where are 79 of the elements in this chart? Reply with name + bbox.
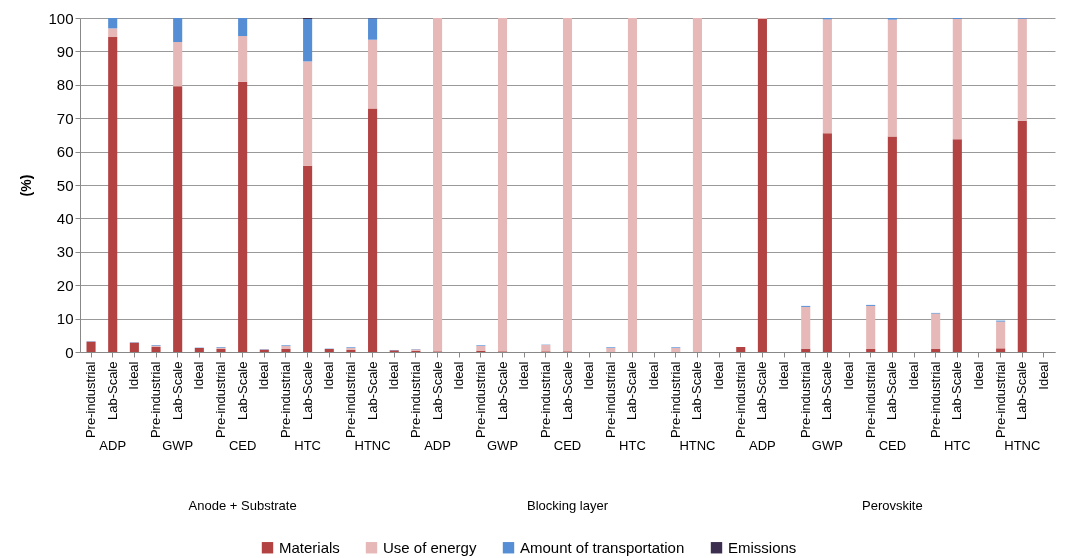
text: HTC bbox=[943, 438, 971, 453]
text: HTC bbox=[294, 438, 321, 453]
x-tick-label: Ideal bbox=[646, 361, 662, 390]
y-tick-label: 60 bbox=[56, 143, 74, 161]
x-tick-label: Pre-industrial bbox=[797, 361, 813, 439]
x-tick-label: Ideal bbox=[321, 361, 337, 390]
legend-label: Use of energy bbox=[383, 538, 477, 556]
text: ADP bbox=[749, 438, 776, 453]
x-tick-label: Ideal bbox=[581, 361, 597, 390]
x-tick-label: Lab-Scale bbox=[104, 361, 120, 421]
text: CED bbox=[553, 438, 582, 453]
x-tick-label: Pre-industrial bbox=[212, 361, 228, 439]
x-tick-label: Ideal bbox=[776, 361, 792, 390]
x-tick-label: Pre-industrial bbox=[602, 361, 618, 439]
x-tick-label: Ideal bbox=[841, 361, 857, 390]
legend-label: Emissions bbox=[728, 538, 797, 556]
y-tick-label: 90 bbox=[56, 42, 74, 60]
x-tick-label: Lab-Scale bbox=[494, 361, 510, 421]
x-tick-label: Ideal bbox=[516, 361, 532, 390]
x-tick-label: Lab-Scale bbox=[624, 361, 640, 421]
x-tick-label: Ideal bbox=[126, 361, 142, 390]
y-axis-title: (%) bbox=[18, 174, 35, 197]
y-tick-label: 20 bbox=[56, 276, 74, 294]
x-tick-label: Ideal bbox=[191, 361, 207, 390]
x-tick-label: Ideal bbox=[256, 361, 272, 390]
text: Anode + Substrate bbox=[188, 498, 297, 513]
x-tick-label: Pre-industrial bbox=[732, 361, 748, 439]
text: GWP bbox=[162, 438, 194, 453]
y-tick-label: 70 bbox=[56, 109, 74, 127]
text: CED bbox=[878, 438, 907, 453]
x-tick-label: Lab-Scale bbox=[559, 361, 575, 421]
y-tick-label: 50 bbox=[56, 176, 74, 194]
x-tick-label: Ideal bbox=[970, 361, 986, 390]
text: GWP bbox=[487, 438, 519, 453]
text: HTNC bbox=[679, 438, 716, 453]
x-tick-label: Ideal bbox=[386, 361, 402, 390]
y-tick-label: 80 bbox=[56, 76, 74, 94]
legend-label: Materials bbox=[279, 538, 340, 556]
text: Perovskite bbox=[862, 498, 923, 513]
x-tick-label: Lab-Scale bbox=[299, 361, 315, 421]
y-tick-label: 10 bbox=[56, 310, 74, 328]
x-tick-label: Pre-industrial bbox=[927, 361, 943, 439]
x-tick-label: Pre-industrial bbox=[537, 361, 553, 439]
x-tick-label: Pre-industrial bbox=[342, 361, 358, 439]
x-tick-label: Pre-industrial bbox=[83, 361, 99, 439]
x-tick-label: Ideal bbox=[1035, 361, 1051, 390]
x-tick-label: Pre-industrial bbox=[667, 361, 683, 439]
x-tick-label: Lab-Scale bbox=[819, 361, 835, 421]
x-tick-label: Ideal bbox=[906, 361, 922, 390]
x-tick-label: Lab-Scale bbox=[364, 361, 380, 421]
text: Blocking layer bbox=[527, 498, 609, 513]
x-tick-label: Pre-industrial bbox=[992, 361, 1008, 439]
x-tick-label: Lab-Scale bbox=[234, 361, 250, 421]
legend-label: Amount of transportation bbox=[520, 538, 685, 556]
text: HTNC bbox=[1004, 438, 1041, 453]
y-tick-label: 30 bbox=[56, 243, 74, 261]
text: GWP bbox=[811, 438, 843, 453]
x-tick-label: Lab-Scale bbox=[949, 361, 965, 421]
y-tick-label: 0 bbox=[65, 343, 74, 361]
x-tick-label: Lab-Scale bbox=[429, 361, 445, 421]
text: CED bbox=[228, 438, 257, 453]
x-tick-label: Ideal bbox=[451, 361, 467, 390]
text: ADP bbox=[99, 438, 127, 453]
x-tick-label: Pre-industrial bbox=[472, 361, 488, 439]
x-tick-label: Lab-Scale bbox=[689, 361, 705, 421]
y-tick-label: 40 bbox=[56, 209, 74, 227]
text: HTNC bbox=[354, 438, 391, 453]
text: ADP bbox=[424, 438, 451, 453]
x-tick-label: Pre-industrial bbox=[277, 361, 293, 439]
x-tick-label: Lab-Scale bbox=[754, 361, 770, 421]
text: HTC bbox=[619, 438, 646, 453]
x-tick-label: Ideal bbox=[711, 361, 727, 390]
x-tick-label: Pre-industrial bbox=[148, 361, 164, 439]
y-tick-label: 100 bbox=[48, 9, 74, 27]
x-tick-label: Pre-industrial bbox=[862, 361, 878, 439]
x-tick-label: Lab-Scale bbox=[169, 361, 185, 421]
x-tick-label: Lab-Scale bbox=[1014, 361, 1030, 421]
x-tick-label: Pre-industrial bbox=[407, 361, 423, 439]
x-tick-label: Lab-Scale bbox=[884, 361, 900, 421]
